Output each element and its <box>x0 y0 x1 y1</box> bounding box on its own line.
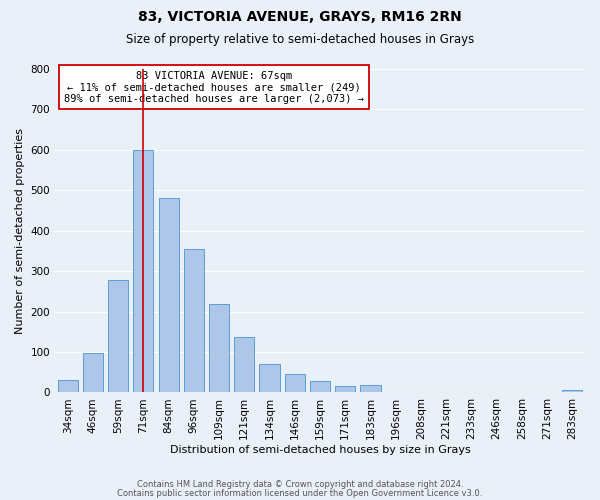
Text: Contains HM Land Registry data © Crown copyright and database right 2024.: Contains HM Land Registry data © Crown c… <box>137 480 463 489</box>
Bar <box>133 150 154 392</box>
X-axis label: Distribution of semi-detached houses by size in Grays: Distribution of semi-detached houses by … <box>170 445 470 455</box>
Bar <box>234 337 254 392</box>
Bar <box>284 374 305 392</box>
Bar <box>158 198 179 392</box>
Bar <box>184 249 204 392</box>
Text: Contains public sector information licensed under the Open Government Licence v3: Contains public sector information licen… <box>118 489 482 498</box>
Bar <box>83 353 103 393</box>
Bar <box>209 304 229 392</box>
Text: 83, VICTORIA AVENUE, GRAYS, RM16 2RN: 83, VICTORIA AVENUE, GRAYS, RM16 2RN <box>138 10 462 24</box>
Bar <box>562 390 583 392</box>
Bar <box>108 280 128 392</box>
Bar <box>335 386 355 392</box>
Bar <box>259 364 280 392</box>
Bar <box>361 385 380 392</box>
Text: 83 VICTORIA AVENUE: 67sqm
← 11% of semi-detached houses are smaller (249)
89% of: 83 VICTORIA AVENUE: 67sqm ← 11% of semi-… <box>64 70 364 104</box>
Bar <box>310 381 330 392</box>
Y-axis label: Number of semi-detached properties: Number of semi-detached properties <box>15 128 25 334</box>
Text: Size of property relative to semi-detached houses in Grays: Size of property relative to semi-detach… <box>126 32 474 46</box>
Bar <box>58 380 78 392</box>
